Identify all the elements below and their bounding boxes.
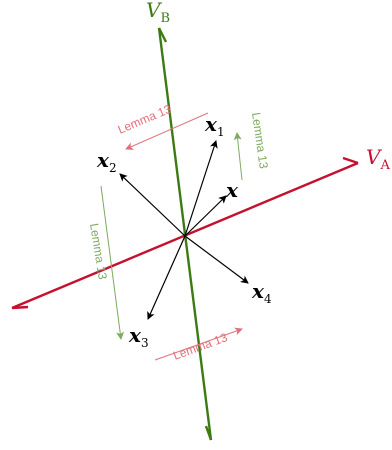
vector-x2 xyxy=(119,173,186,237)
axis-vb-end-top xyxy=(157,27,168,43)
axis-vb-label: VB xyxy=(146,0,170,26)
label-x: x xyxy=(225,178,239,202)
vector-x4 xyxy=(184,235,249,284)
vector-x3 xyxy=(147,235,186,320)
lemma-arrows xyxy=(100,112,243,361)
axis-va-end-left xyxy=(11,305,29,310)
vector-x xyxy=(184,195,227,237)
axis-vb-end-bottom xyxy=(204,425,213,441)
label-x3: x3 xyxy=(128,323,149,350)
lemma-right-arrow xyxy=(233,132,243,181)
vector-x1 xyxy=(184,140,218,237)
label-x1: x1 xyxy=(204,112,225,139)
lemma-left-arrow xyxy=(100,185,125,340)
label-x2: x2 xyxy=(96,148,117,175)
label-x4: x4 xyxy=(251,279,272,306)
axis-vb-line xyxy=(157,27,213,441)
lemma-right-label: Lemma 13 xyxy=(249,111,271,169)
axis-va: VA xyxy=(11,145,390,310)
axis-va-end-right xyxy=(342,156,359,165)
lemma-left-label: Lemma 13 xyxy=(87,222,110,281)
lemma-bottom-arrow xyxy=(154,327,243,361)
axis-vb: VB xyxy=(146,0,213,441)
lemma-top-arrow xyxy=(125,112,209,150)
axis-va-label: VA xyxy=(366,145,390,173)
vectors xyxy=(119,140,249,320)
